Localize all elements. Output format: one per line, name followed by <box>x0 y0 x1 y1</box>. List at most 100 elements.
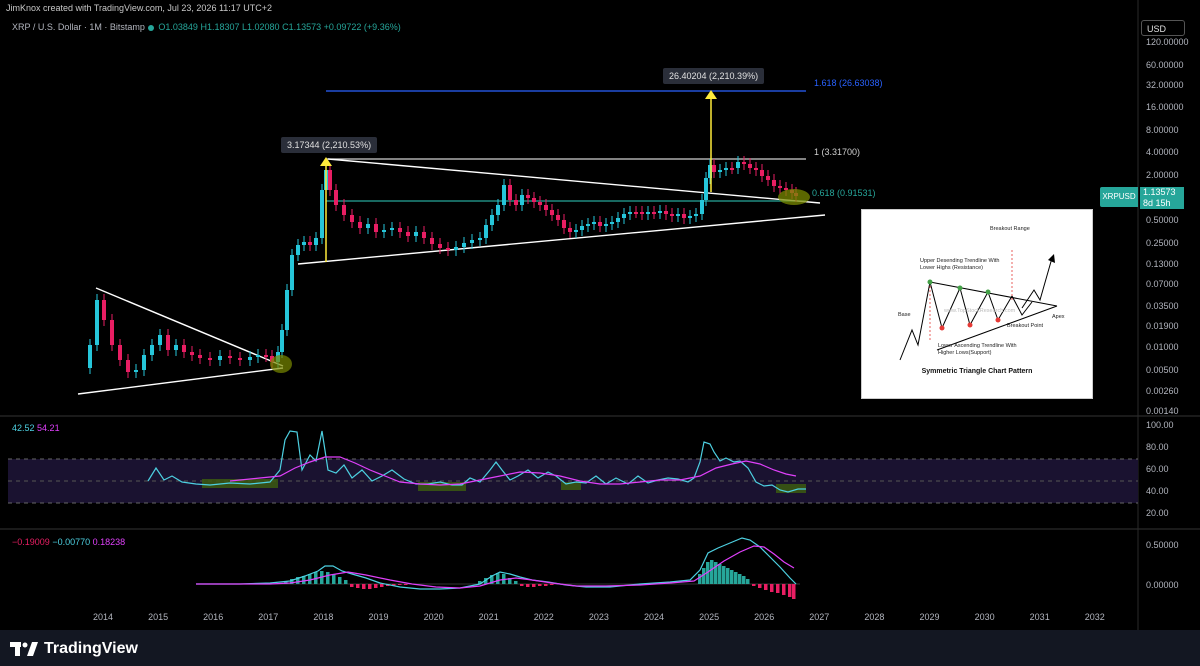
macd-hist-bar <box>296 577 300 584</box>
macd-hist-bar <box>764 584 768 590</box>
arrow-head-icon <box>705 90 717 99</box>
macd-tick-label: 0.00000 <box>1146 580 1179 590</box>
candle-body <box>520 195 524 205</box>
triangle-lower-trendline[interactable] <box>297 214 826 265</box>
arrow-head-icon <box>320 157 332 166</box>
macd-line[interactable] <box>196 537 797 590</box>
macd-legend[interactable]: −0.19009 −0.00770 0.18238 <box>12 537 125 547</box>
macd-tick-label: 0.50000 <box>1146 540 1179 550</box>
rsi-zone-highlight[interactable] <box>418 482 466 491</box>
candle-body <box>174 345 178 350</box>
time-tick-label: 2028 <box>864 612 885 622</box>
price-tick-label: 0.00260 <box>1146 385 1179 396</box>
market-status-icon <box>147 24 154 31</box>
candle-body <box>290 255 294 290</box>
candle-body <box>724 168 728 170</box>
brand[interactable]: TradingView <box>10 640 138 658</box>
macd-hist-bar <box>752 584 756 586</box>
candle-body <box>700 200 704 214</box>
high-marker <box>957 285 963 291</box>
candle-body <box>374 224 378 232</box>
symbol-legend[interactable]: XRP / U.S. Dollar · 1M · Bitstamp O1.038… <box>12 22 401 32</box>
last-price: 1.13573 <box>1143 187 1176 197</box>
fib-1-label: 1 (3.31700) <box>814 147 860 157</box>
time-tick-label: 2016 <box>203 612 224 622</box>
breakout-highlight-2026[interactable] <box>778 189 810 205</box>
rsi-tick-label: 20.00 <box>1146 508 1169 518</box>
rsi-legend[interactable]: 42.52 54.21 <box>12 423 60 433</box>
candle-body <box>592 222 596 224</box>
breakout-highlight-2017[interactable] <box>270 355 292 373</box>
price-tick-label: 0.07000 <box>1146 278 1179 289</box>
inset-upper-label: Upper Desending Trendline With Lower Hig… <box>920 258 1000 271</box>
candle-body <box>478 238 482 240</box>
symmetric-triangle-inset: Breakout Range Upper Desending Trendline… <box>861 209 1093 399</box>
candle-body <box>358 222 362 228</box>
macd-hist-bar <box>404 584 408 585</box>
inset-title: Symmetric Triangle Chart Pattern <box>921 368 1033 375</box>
ohlc-high: H1.18307 <box>200 22 240 32</box>
macd-hist-bar <box>698 574 702 584</box>
triangle-upper-trendline[interactable] <box>327 158 821 204</box>
time-tick-label: 2014 <box>92 612 114 622</box>
symbol-tag: XRPUSD <box>1100 187 1138 207</box>
old-triangle-lower-trendline[interactable] <box>77 367 284 395</box>
candle-body <box>538 202 542 205</box>
time-tick-label: 2023 <box>588 612 609 622</box>
candle-body <box>102 300 106 320</box>
rsi-zone-highlight[interactable] <box>561 482 581 490</box>
price-tick-label: 16.00000 <box>1146 102 1184 113</box>
candle-body <box>218 356 222 360</box>
candle-body <box>296 245 300 255</box>
candle-body <box>95 300 99 345</box>
candle-body <box>562 220 566 228</box>
candle-body <box>634 212 638 214</box>
rsi-line[interactable] <box>147 430 806 493</box>
breakout-arrow <box>1021 257 1053 309</box>
candle-body <box>228 356 232 358</box>
macd-signal-value: 0.18238 <box>92 537 126 547</box>
macd-hist-bar <box>508 578 512 584</box>
macd-hist-bar <box>338 577 342 584</box>
rsi-value: 42.52 <box>12 423 35 433</box>
candle-body <box>398 228 402 232</box>
rsi-ma-line[interactable] <box>229 456 797 486</box>
macd-histogram[interactable] <box>284 560 796 599</box>
macd-hist-bar <box>362 584 366 589</box>
price-tick-label: 60.00000 <box>1146 59 1184 70</box>
candle-body <box>544 205 548 210</box>
chart-canvas[interactable]: 1.618 (26.63038) 1 (3.31700) 0.618 (0.91… <box>0 0 1200 630</box>
last-price-tag[interactable]: 1.13573 8d 15h <box>1140 187 1184 209</box>
macd-hist-bar <box>380 584 384 587</box>
price-tick-label: 0.00500 <box>1146 364 1179 375</box>
candle-body <box>208 358 212 360</box>
candle-body <box>430 238 434 244</box>
old-triangle-upper-trendline[interactable] <box>95 287 284 367</box>
macd-hist-bar <box>308 574 312 584</box>
candle-body <box>532 198 536 202</box>
candle-body <box>694 214 698 216</box>
fib-0618-label: 0.618 (0.91531) <box>812 188 876 198</box>
candlestick-series[interactable] <box>88 156 798 378</box>
candle-body <box>682 214 686 218</box>
candle-body <box>438 244 442 248</box>
macd-hist-bar <box>710 560 714 584</box>
macd-hist-bar <box>496 573 500 584</box>
candle-body <box>574 230 578 232</box>
currency-button[interactable]: USD <box>1141 20 1185 36</box>
macd-hist-bar <box>344 580 348 584</box>
measured-move-target-label[interactable]: 26.40204 (2,210.39%) <box>663 68 765 84</box>
candle-body <box>490 215 494 225</box>
fib-1618-label: 1.618 (26.63038) <box>814 78 883 88</box>
price-tick-label: 0.50000 <box>1146 215 1179 226</box>
time-tick-label: 2017 <box>258 612 279 622</box>
candle-body <box>628 212 632 214</box>
candle-body <box>126 360 130 372</box>
candle-body <box>382 230 386 232</box>
candle-body <box>198 355 202 358</box>
macd-signal-line[interactable] <box>196 545 795 589</box>
candle-body <box>414 232 418 236</box>
candle-body <box>308 242 312 245</box>
rsi-zone-highlight[interactable] <box>776 484 806 493</box>
measured-move-2018-label[interactable]: 3.17344 (2,210.53%) <box>281 137 378 153</box>
